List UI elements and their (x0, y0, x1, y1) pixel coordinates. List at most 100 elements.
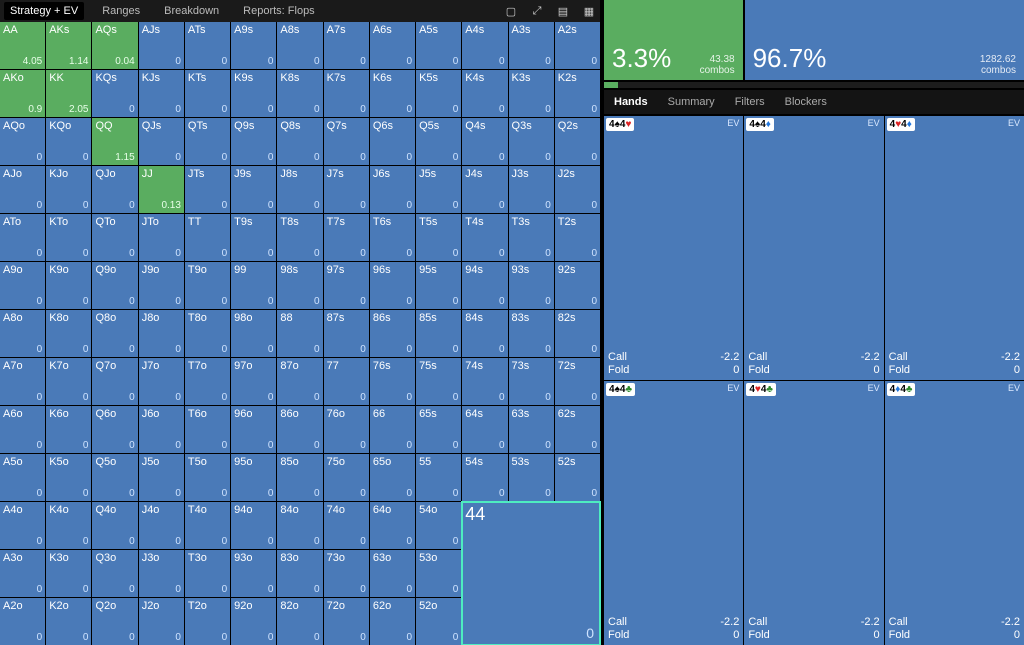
range-cell-QJs[interactable]: QJs0 (139, 118, 184, 165)
range-cell-J3o[interactable]: J3o0 (139, 550, 184, 597)
range-cell-85o[interactable]: 85o0 (277, 454, 322, 501)
range-cell-92o[interactable]: 92o0 (231, 598, 276, 645)
range-cell-74o[interactable]: 74o0 (324, 502, 369, 549)
range-cell-86o[interactable]: 86o0 (277, 406, 322, 453)
range-cell-QJo[interactable]: QJo0 (92, 166, 137, 213)
range-cell-KTs[interactable]: KTs0 (185, 70, 230, 117)
range-cell-KJs[interactable]: KJs0 (139, 70, 184, 117)
range-cell-83o[interactable]: 83o0 (277, 550, 322, 597)
range-cell-Q3s[interactable]: Q3s0 (509, 118, 554, 165)
range-cell-Q7s[interactable]: Q7s0 (324, 118, 369, 165)
range-cell-K6s[interactable]: K6s0 (370, 70, 415, 117)
range-cell-Q6o[interactable]: Q6o0 (92, 406, 137, 453)
range-cell-73o[interactable]: 73o0 (324, 550, 369, 597)
nav-breakdown[interactable]: Breakdown (158, 2, 225, 20)
range-cell-AJs[interactable]: AJs0 (139, 22, 184, 69)
range-cell-T9s[interactable]: T9s0 (231, 214, 276, 261)
range-cell-J9s[interactable]: J9s0 (231, 166, 276, 213)
range-cell-A7s[interactable]: A7s0 (324, 22, 369, 69)
range-cell-75o[interactable]: 75o0 (324, 454, 369, 501)
range-cell-A2o[interactable]: A2o0 (0, 598, 45, 645)
range-cell-83s[interactable]: 83s0 (509, 310, 554, 357)
pct-box-a[interactable]: 3.3% 43.38 combos (604, 0, 743, 80)
layout-icon[interactable]: ▢ (504, 4, 518, 18)
detail-cell[interactable]: 4♠4♣EVCall-2.2Fold0 (604, 381, 743, 645)
range-cell-KTo[interactable]: KTo0 (46, 214, 91, 261)
range-cell-54s[interactable]: 54s0 (462, 454, 507, 501)
range-cell-J3s[interactable]: J3s0 (509, 166, 554, 213)
range-cell-52s[interactable]: 52s0 (555, 454, 600, 501)
range-cell-T3o[interactable]: T3o0 (185, 550, 230, 597)
range-cell-62s[interactable]: 62s0 (555, 406, 600, 453)
range-cell-K3s[interactable]: K3s0 (509, 70, 554, 117)
range-cell-96o[interactable]: 96o0 (231, 406, 276, 453)
range-cell-A4s[interactable]: A4s0 (462, 22, 507, 69)
range-cell-86s[interactable]: 86s0 (370, 310, 415, 357)
range-cell-53o[interactable]: 53o0 (416, 550, 461, 597)
range-cell-66[interactable]: 660 (370, 406, 415, 453)
range-cell-98o[interactable]: 98o0 (231, 310, 276, 357)
range-cell-T2o[interactable]: T2o0 (185, 598, 230, 645)
range-cell-J4o[interactable]: J4o0 (139, 502, 184, 549)
range-cell-52o[interactable]: 52o0 (416, 598, 461, 645)
range-cell-Q5s[interactable]: Q5s0 (416, 118, 461, 165)
range-cell-T4o[interactable]: T4o0 (185, 502, 230, 549)
range-cell-87o[interactable]: 87o0 (277, 358, 322, 405)
tab-blockers[interactable]: Blockers (785, 96, 827, 108)
grid-icon[interactable]: ▦ (582, 4, 596, 18)
range-cell-A8o[interactable]: A8o0 (0, 310, 45, 357)
range-cell-K6o[interactable]: K6o0 (46, 406, 91, 453)
range-cell-K2o[interactable]: K2o0 (46, 598, 91, 645)
range-cell-K9o[interactable]: K9o0 (46, 262, 91, 309)
range-cell-A3o[interactable]: A3o0 (0, 550, 45, 597)
range-cell-K5o[interactable]: K5o0 (46, 454, 91, 501)
range-cell-AA[interactable]: AA4.05 (0, 22, 45, 69)
range-cell-Q8o[interactable]: Q8o0 (92, 310, 137, 357)
range-cell-T5o[interactable]: T5o0 (185, 454, 230, 501)
range-cell-97s[interactable]: 97s0 (324, 262, 369, 309)
range-cell-K2s[interactable]: K2s0 (555, 70, 600, 117)
range-cell-76o[interactable]: 76o0 (324, 406, 369, 453)
expand-icon[interactable]: ⤢ (530, 4, 544, 18)
range-cell-55[interactable]: 550 (416, 454, 461, 501)
range-cell-63o[interactable]: 63o0 (370, 550, 415, 597)
range-cell-63s[interactable]: 63s0 (509, 406, 554, 453)
range-cell-Q4s[interactable]: Q4s0 (462, 118, 507, 165)
range-cell-J6s[interactable]: J6s0 (370, 166, 415, 213)
range-cell-QTs[interactable]: QTs0 (185, 118, 230, 165)
range-cell-Q9o[interactable]: Q9o0 (92, 262, 137, 309)
range-cell-77[interactable]: 770 (324, 358, 369, 405)
range-cell-Q3o[interactable]: Q3o0 (92, 550, 137, 597)
range-cell-J7o[interactable]: J7o0 (139, 358, 184, 405)
range-cell-A6s[interactable]: A6s0 (370, 22, 415, 69)
range-cell-82o[interactable]: 82o0 (277, 598, 322, 645)
range-cell-J5s[interactable]: J5s0 (416, 166, 461, 213)
range-cell-K8o[interactable]: K8o0 (46, 310, 91, 357)
range-cell-96s[interactable]: 96s0 (370, 262, 415, 309)
range-cell-ATs[interactable]: ATs0 (185, 22, 230, 69)
range-cell-K8s[interactable]: K8s0 (277, 70, 322, 117)
nav-ranges[interactable]: Ranges (96, 2, 146, 20)
range-cell-T2s[interactable]: T2s0 (555, 214, 600, 261)
range-cell-T7s[interactable]: T7s0 (324, 214, 369, 261)
range-cell-T6o[interactable]: T6o0 (185, 406, 230, 453)
range-cell-62o[interactable]: 62o0 (370, 598, 415, 645)
range-cell-53s[interactable]: 53s0 (509, 454, 554, 501)
range-cell-J2o[interactable]: J2o0 (139, 598, 184, 645)
range-cell-64o[interactable]: 64o0 (370, 502, 415, 549)
range-cell-J6o[interactable]: J6o0 (139, 406, 184, 453)
range-cell-Q9s[interactable]: Q9s0 (231, 118, 276, 165)
range-cell-97o[interactable]: 97o0 (231, 358, 276, 405)
range-cell-JJ[interactable]: JJ0.13 (139, 166, 184, 213)
pct-box-b[interactable]: 96.7% 1282.62 combos (745, 0, 1024, 80)
range-cell-ATo[interactable]: ATo0 (0, 214, 45, 261)
range-cell-Q4o[interactable]: Q4o0 (92, 502, 137, 549)
range-cell-93s[interactable]: 93s0 (509, 262, 554, 309)
range-cell-T4s[interactable]: T4s0 (462, 214, 507, 261)
tab-summary[interactable]: Summary (668, 96, 715, 108)
range-cell-QTo[interactable]: QTo0 (92, 214, 137, 261)
range-cell-J2s[interactable]: J2s0 (555, 166, 600, 213)
range-cell-87s[interactable]: 87s0 (324, 310, 369, 357)
range-cell-99[interactable]: 990 (231, 262, 276, 309)
range-cell-73s[interactable]: 73s0 (509, 358, 554, 405)
